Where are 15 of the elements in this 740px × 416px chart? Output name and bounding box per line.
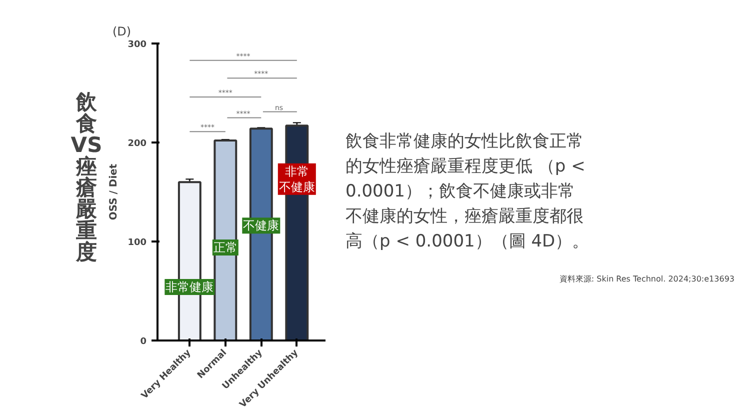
annotation: 非常健康	[166, 280, 214, 294]
y-tick-label: 200	[128, 139, 147, 149]
y-axis-title: OSS / Diet	[108, 164, 120, 220]
text: 飲食VS痤瘡嚴重度	[70, 90, 102, 264]
bar	[214, 140, 238, 340]
y-tick-label: 0	[140, 337, 147, 347]
source-note: 資料來源: Skin Res Technol. 2024;30:e13693	[559, 274, 734, 284]
annotation: 正常	[213, 240, 238, 254]
text: 飲食非常健康的女性比飲食正常的女性痤瘡嚴重程度更低 （p < 0.0001）；飲食不健康或非常不健康的女性，痤瘡嚴重度都很高（p < 0.0001）（圖 4D）。	[346, 131, 590, 252]
y-tick-label: 100	[128, 238, 147, 248]
y-tick-label: 300	[128, 40, 147, 50]
annotation: 非常不健康	[278, 164, 315, 194]
bar	[178, 181, 202, 340]
text: (D)	[112, 24, 132, 38]
annotation: 不健康	[243, 218, 280, 233]
